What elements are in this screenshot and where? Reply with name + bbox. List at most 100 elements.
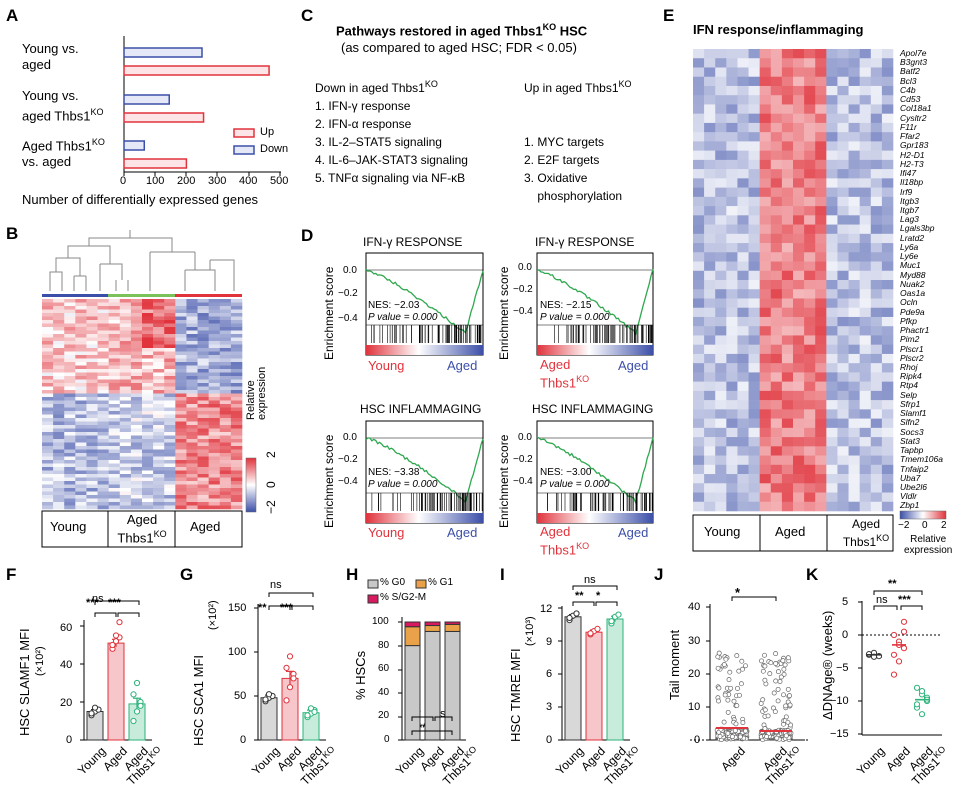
e-heat-cell: [781, 381, 794, 392]
e-heat-cell: [748, 261, 760, 272]
b-heat-cell: [153, 365, 165, 370]
e-heat-cell: [715, 298, 727, 309]
g-bracket: [291, 605, 314, 610]
e-heat-cell: [826, 418, 838, 429]
b-heat-cell: [142, 477, 154, 482]
b-heat-cell: [86, 316, 98, 321]
b-heat-cell: [164, 498, 176, 503]
e-heat-cell: [737, 298, 749, 309]
b-heat-cell: [208, 488, 221, 492]
e-heat-cell: [715, 67, 727, 78]
e-heat-cell: [693, 159, 705, 170]
b-heat-cell: [75, 502, 87, 506]
gene-label: Ly6a: [900, 241, 919, 252]
e-heat-cell: [759, 427, 772, 438]
b-heat-cell: [130, 467, 143, 471]
e-heat-cell: [848, 483, 860, 493]
e-heat-cell: [804, 298, 816, 309]
e-heat-cell: [826, 243, 838, 253]
b-heat-cell: [208, 344, 221, 349]
b-heat-cell: [130, 425, 143, 429]
b-heat-cell: [164, 355, 176, 359]
e-heat-cell: [726, 233, 738, 244]
b-heat-cell: [42, 397, 54, 401]
b-heat-cell: [42, 337, 54, 342]
e-heat-cell: [837, 206, 849, 216]
b-heat-cell: [64, 407, 76, 412]
b-heat-cell: [219, 327, 232, 331]
e-heat-cell: [859, 344, 872, 355]
e-heat-cell: [704, 141, 716, 151]
e-heat-cell: [881, 335, 894, 345]
b-heat-cell: [53, 327, 65, 331]
e-heat-cell: [737, 150, 749, 161]
e-heat-cell: [881, 224, 894, 235]
e-heat-cell: [748, 307, 760, 318]
e-heat-cell: [815, 196, 827, 207]
f-dot: [116, 619, 123, 626]
b-heat-cell: [208, 411, 221, 415]
e-heat-cell: [848, 474, 860, 484]
b-heat-cell: [164, 414, 176, 419]
b-heat-cell: [119, 453, 132, 457]
b-heat-cell: [219, 491, 232, 496]
b-heat-cell: [75, 411, 87, 415]
e-heat-cell: [693, 67, 705, 78]
b-dendro-branch-8: [88, 237, 173, 252]
b-heat-cell: [219, 369, 232, 373]
b-heat-cell: [219, 313, 232, 317]
e-heat-cell: [737, 196, 749, 207]
b-heat-cell: [130, 404, 143, 408]
b-heat-cell: [64, 435, 76, 440]
d1-stats: NES: −2.03 P value = 0.000: [368, 300, 438, 323]
e-heat-cell: [859, 446, 872, 456]
b-heat-cell: [53, 400, 65, 405]
h-bracket: [434, 716, 453, 721]
e-heat-cell: [793, 390, 805, 401]
b-heat-cell: [64, 470, 76, 475]
b-heat-cell: [153, 355, 165, 359]
b-heat-cell: [64, 386, 76, 391]
d1-plot: [365, 252, 484, 356]
b-heat-cell: [197, 369, 209, 373]
b-heat-cell: [186, 306, 198, 310]
e-scale-tick-0: 0: [922, 520, 928, 531]
b-heat-cell: [175, 358, 187, 363]
e-heat-cell: [793, 363, 805, 373]
b-heat-cell: [42, 316, 54, 321]
b-heat-cell: [186, 495, 198, 499]
e-heat-cell: [781, 169, 794, 179]
b-heat-cell: [197, 449, 209, 454]
b-bar-agedko: [108, 294, 175, 297]
e-heat-cell: [870, 261, 883, 272]
b-heat-cell: [219, 376, 232, 380]
b-heat-cell: [142, 358, 154, 363]
b-heat-cell: [108, 460, 121, 464]
b-heat-cell: [219, 456, 232, 461]
b-heat-cell: [164, 365, 176, 370]
b-heat-cell: [119, 320, 132, 324]
b-heat-cell: [64, 334, 76, 338]
b-heat-cell: [219, 495, 232, 499]
e-heat-cell: [726, 261, 738, 272]
e-heat-cell: [793, 418, 805, 429]
b-heat-cell: [64, 439, 76, 443]
b-heat-cell: [53, 435, 65, 440]
b-heat-cell: [108, 372, 121, 377]
e-heat-cell: [870, 437, 883, 447]
e-heat-cell: [848, 122, 860, 133]
e-heat-cell: [770, 446, 783, 456]
b-heat-cell: [197, 453, 209, 457]
e-heat-cell: [870, 400, 883, 410]
e-heat-cell: [737, 206, 749, 216]
b-heat-cell: [86, 376, 98, 380]
e-heat-cell: [859, 326, 872, 336]
b-heat-cell: [108, 400, 121, 405]
b-heat-cell: [164, 386, 176, 391]
e-heat-cell: [770, 67, 783, 78]
e-heat-cell: [859, 252, 872, 262]
e-heat-cell: [781, 206, 794, 216]
e-heat-cell: [759, 363, 772, 373]
e-heat-cell: [859, 76, 872, 87]
b-heat-cell: [97, 425, 109, 429]
